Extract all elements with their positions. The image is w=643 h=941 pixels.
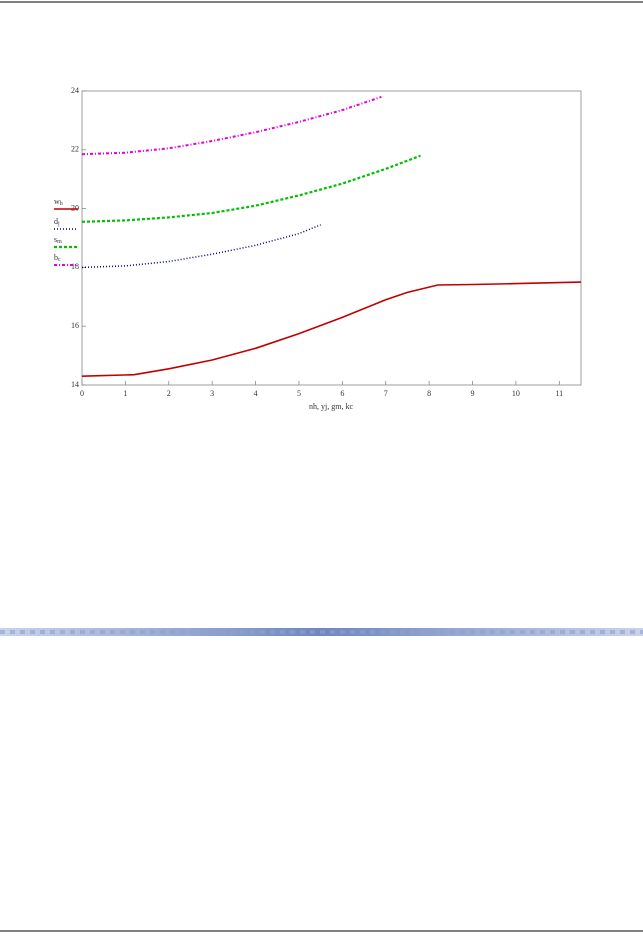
plot-frame [81,90,582,386]
y-tick-label: 20 [71,203,79,212]
x-tick-label: 1 [123,389,127,398]
x-tick-label: 9 [471,389,475,398]
decorative-band-pattern [0,630,643,634]
y-tick-label: 18 [71,262,79,271]
x-tick-label: 0 [80,389,84,398]
x-tick-label: 3 [210,389,214,398]
series-line [81,95,382,156]
series-line [81,281,582,377]
x-tick-label: 2 [167,389,171,398]
x-tick-label: 4 [254,389,258,398]
y-tick-label: 14 [71,380,79,389]
x-tick-label: 7 [384,389,388,398]
series-line [81,154,421,223]
y-tick-label: 22 [71,145,79,154]
legend-label: bc [54,253,61,264]
legend-label: dj [54,217,60,228]
y-tick-label: 24 [71,86,79,95]
x-tick-label: 6 [340,389,344,398]
x-tick-label: 10 [512,389,520,398]
y-tick-label: 16 [71,321,79,330]
x-tick-label: 5 [297,389,301,398]
legend-label: wh [54,197,63,208]
x-tick-label: 8 [427,389,431,398]
x-tick-label: 11 [555,389,563,398]
x-axis-label: nh, yj, gm, kc [309,402,353,411]
series-line [81,224,321,269]
legend-label: sm [54,235,62,246]
